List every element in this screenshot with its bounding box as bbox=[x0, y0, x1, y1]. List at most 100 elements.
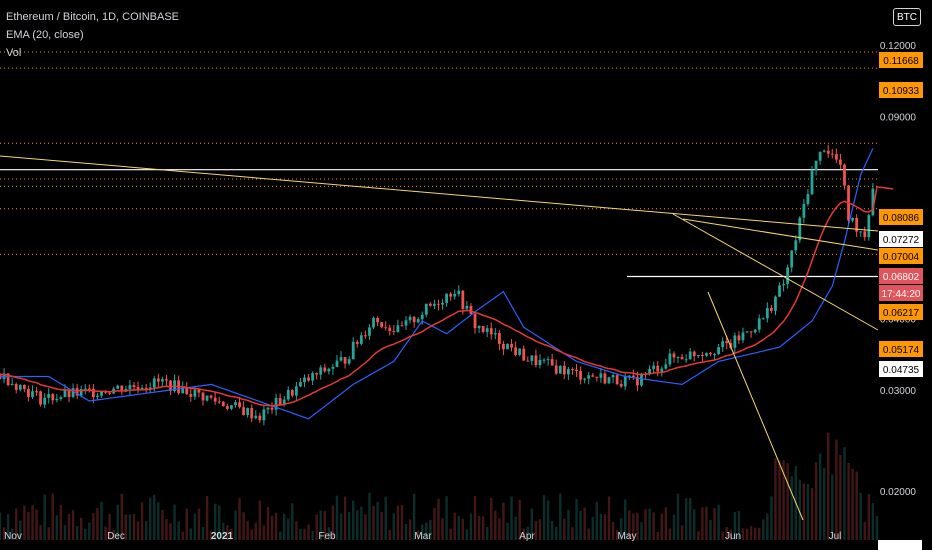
candle-body bbox=[680, 357, 684, 360]
volume-bar bbox=[486, 526, 489, 540]
ema-indicator-label[interactable]: EMA (20, close) bbox=[6, 29, 84, 41]
volume-bar bbox=[303, 528, 306, 540]
volume-bar bbox=[173, 504, 176, 540]
price-badge[interactable]: 0.07004 bbox=[879, 248, 923, 264]
volume-bar bbox=[258, 500, 262, 540]
candle-body bbox=[538, 359, 542, 366]
volume-bar bbox=[494, 510, 497, 540]
volume-bar bbox=[526, 526, 529, 540]
volume-bar bbox=[429, 519, 432, 540]
candle-body bbox=[343, 357, 347, 364]
candle-body bbox=[339, 357, 343, 361]
candle-body bbox=[420, 314, 424, 320]
candle-body bbox=[355, 341, 359, 344]
price-badge[interactable]: 0.11668 bbox=[879, 52, 923, 68]
candle-body bbox=[871, 188, 875, 216]
candle-body bbox=[266, 407, 270, 410]
candle-body bbox=[225, 405, 229, 409]
candle-body bbox=[39, 391, 42, 405]
volume-bar bbox=[859, 492, 862, 540]
candle-body bbox=[562, 365, 566, 375]
candle-body bbox=[445, 293, 448, 303]
volume-bar bbox=[144, 521, 148, 540]
volume-bar bbox=[331, 505, 335, 540]
candle-body bbox=[514, 347, 518, 355]
price-badge[interactable]: 0.04735 bbox=[879, 361, 923, 377]
volume-bar bbox=[559, 493, 562, 540]
volume-bar bbox=[116, 504, 119, 540]
candle-body bbox=[230, 405, 233, 409]
volume-bar bbox=[262, 525, 266, 540]
axis-marker bbox=[878, 540, 922, 550]
price-badge[interactable]: 0.08086 bbox=[879, 209, 923, 225]
badge-text: 0.10933 bbox=[883, 86, 920, 97]
volume-bar bbox=[404, 523, 408, 540]
candle-body bbox=[359, 335, 363, 344]
volume-bar bbox=[595, 501, 599, 540]
candle-body bbox=[636, 377, 639, 386]
candle-body bbox=[286, 389, 290, 400]
candle-body bbox=[583, 378, 587, 380]
volume-bar bbox=[445, 496, 448, 540]
chart-title[interactable]: Ethereum / Bitcoin, 1D, COINBASE bbox=[6, 11, 180, 23]
candle-body bbox=[623, 377, 627, 387]
volume-bar bbox=[19, 520, 22, 540]
price-badge[interactable]: 0.06802 bbox=[879, 268, 923, 284]
candle-body bbox=[798, 217, 802, 241]
candle-body bbox=[489, 328, 493, 335]
volume-bar bbox=[473, 495, 477, 540]
price-axis-tick: 0.02000 bbox=[880, 487, 917, 498]
candle-body bbox=[587, 375, 591, 379]
candle-body bbox=[181, 387, 185, 394]
candle-body bbox=[660, 368, 664, 372]
candle-body bbox=[530, 355, 534, 361]
candle-body bbox=[700, 355, 704, 357]
price-badge[interactable]: 17:44:20 bbox=[879, 285, 923, 301]
price-axis-tick: 0.09000 bbox=[880, 113, 917, 124]
candle-body bbox=[148, 387, 152, 389]
candle-body bbox=[465, 305, 469, 309]
volume-bar bbox=[213, 503, 217, 540]
time-axis-tick: Apr bbox=[519, 531, 535, 542]
volume-bar bbox=[615, 529, 619, 540]
price-badge[interactable]: 0.05174 bbox=[879, 341, 923, 357]
candle-body bbox=[611, 375, 615, 378]
candle-body bbox=[392, 331, 396, 333]
volume-bar bbox=[39, 524, 42, 540]
volume-indicator-label[interactable]: Vol bbox=[6, 47, 22, 59]
badge-text: 0.08086 bbox=[883, 213, 920, 224]
candle-body bbox=[428, 303, 432, 306]
candle-body bbox=[14, 383, 18, 390]
price-badge[interactable]: 0.06217 bbox=[879, 304, 923, 320]
volume-bar bbox=[400, 504, 404, 540]
price-badge[interactable]: 0.07272 bbox=[879, 231, 923, 247]
candle-body bbox=[733, 335, 737, 348]
volume-bar bbox=[161, 509, 164, 540]
volume-bar bbox=[51, 493, 54, 540]
currency-button[interactable]: BTC bbox=[893, 8, 921, 26]
volume-bar bbox=[100, 501, 103, 540]
candle-body bbox=[826, 150, 830, 154]
candle-body bbox=[63, 389, 67, 398]
candle-body bbox=[506, 343, 509, 350]
candle-body bbox=[380, 322, 384, 328]
candle-body bbox=[652, 365, 656, 370]
volume-bar bbox=[315, 514, 318, 540]
candle-body bbox=[22, 384, 26, 390]
volume-bar bbox=[335, 495, 339, 540]
candle-body bbox=[603, 373, 607, 384]
volume-bar bbox=[774, 458, 777, 540]
volume-bar bbox=[250, 529, 253, 540]
candle-body bbox=[18, 384, 22, 390]
volume-bar bbox=[352, 500, 355, 540]
volume-bar bbox=[619, 518, 623, 540]
price-badge[interactable]: 0.10933 bbox=[879, 82, 923, 98]
volume-series bbox=[0, 432, 879, 540]
candle-body bbox=[631, 375, 635, 378]
volume-bar bbox=[205, 496, 209, 540]
candle-body bbox=[161, 379, 164, 382]
volume-bar bbox=[59, 505, 63, 540]
volume-bar bbox=[713, 508, 716, 540]
volume-bar bbox=[185, 508, 188, 540]
